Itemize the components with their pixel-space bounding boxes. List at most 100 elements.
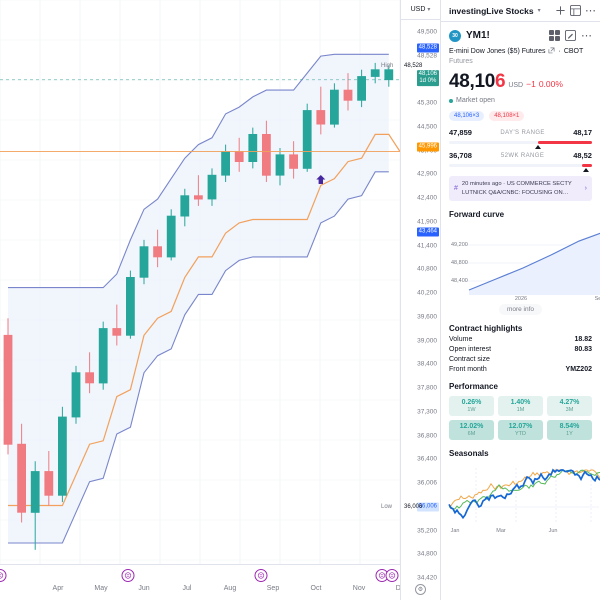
time-axis[interactable]: Apr May Jun Jul Aug Sep Oct Nov Dec <box>0 564 400 600</box>
symbol-ticker[interactable]: YM1! <box>466 30 490 41</box>
forward-ytick: 49,200 <box>451 242 468 249</box>
performance-value: 12.07% <box>508 423 533 431</box>
gear-icon: ⚙ <box>415 583 426 595</box>
time-tick: Sep <box>266 585 280 592</box>
market-status-row: Market open <box>441 93 600 104</box>
price-label-lblue[interactable]: 36,006 <box>416 502 439 512</box>
range-fill <box>537 141 592 144</box>
seasonals-chart[interactable]: Jan Mar Jun <box>441 462 600 534</box>
time-tick: Jul <box>182 585 192 592</box>
symbol-description: E-mini Dow Jones ($5) Futures <box>449 48 546 55</box>
highlight-row: Open interest 80.83 <box>441 343 600 353</box>
performance-value: 12.02% <box>459 423 484 431</box>
separator: · <box>558 48 561 55</box>
price-tick: 45,300 <box>417 99 437 107</box>
highlight-row: Volume 18.82 <box>441 333 600 343</box>
symbol-more-icon[interactable]: ⋯ <box>581 30 592 42</box>
performance-cell[interactable]: 12.07% YTD <box>498 420 543 441</box>
price-label-blue[interactable]: 43,464 <box>416 227 439 237</box>
performance-period: 1M <box>516 407 525 414</box>
market-status-label: Market open <box>456 97 495 104</box>
status-dot-icon <box>449 98 453 103</box>
symbol-logo: 30 <box>449 29 461 42</box>
quote-price-row: 48,106 USD −1 0.00% <box>441 65 600 93</box>
time-tick: May <box>94 585 108 592</box>
performance-cell[interactable]: 8.54% 1Y <box>547 420 592 441</box>
range-bar <box>449 141 592 149</box>
highlight-row: Contract size <box>441 353 600 363</box>
earnings-marker[interactable] <box>254 569 268 582</box>
highlight-value: 18.82 <box>574 336 592 344</box>
more-options-icon[interactable]: ⋯ <box>585 5 596 17</box>
price-change-pct: 0.00% <box>538 79 563 89</box>
range-label: 52WK RANGE <box>500 152 545 159</box>
forward-xtick: 2026 <box>514 296 528 303</box>
news-banner[interactable]: # 20 minutes ago · US COMMERCE SECTY LUT… <box>449 176 592 202</box>
price-tick: 36,400 <box>417 455 437 463</box>
add-symbol-icon[interactable] <box>555 5 566 16</box>
performance-period: 1Y <box>566 431 573 438</box>
range-marker <box>583 168 590 172</box>
currency-selector[interactable]: USD ▾ <box>401 0 440 20</box>
price-tick: 34,800 <box>417 550 437 558</box>
candlestick-canvas[interactable] <box>0 0 400 600</box>
price-tick: 39,000 <box>417 337 437 345</box>
range-block: 47,859 DAY'S RANGE 48,17 <box>441 121 600 149</box>
ranges-host: 47,859 DAY'S RANGE 48,17 36,708 52WK RANGE 48… <box>441 121 600 172</box>
seasonal-xtick: Jan <box>450 528 460 535</box>
highlight-value: YMZ202 <box>565 366 592 374</box>
performance-value: 4.27% <box>559 399 580 407</box>
symbol-row: 30 YM1! ⋯ <box>441 22 600 44</box>
price-label-blue[interactable]: 48,528 <box>416 43 439 53</box>
performance-period: 1W <box>467 407 476 414</box>
price-label-teal[interactable]: 48,106 1d 0% <box>416 70 439 86</box>
time-tick: Aug <box>223 585 237 592</box>
price-chart[interactable]: Apr May Jun Jul Aug Sep Oct Nov Dec <box>0 0 400 600</box>
price-tick: 40,800 <box>417 265 437 273</box>
price-label-orange[interactable]: 45,996 <box>416 142 439 152</box>
performance-cell[interactable]: 0.26% 1W <box>449 396 494 417</box>
earnings-marker[interactable] <box>375 569 389 582</box>
external-link-icon[interactable] <box>548 47 555 56</box>
symbol-type: Futures <box>449 58 473 65</box>
news-icon: # <box>454 185 458 193</box>
price-tick: 34,420 <box>417 574 437 582</box>
performance-cell[interactable]: 1.40% 1M <box>498 396 543 417</box>
performance-cell[interactable]: 12.02% 6M <box>449 420 494 441</box>
symbol-info-panel[interactable]: investingLive Stocks ▾ ⋯ 30 YM1! ⋯ <box>440 0 600 600</box>
range-high: 48,52 <box>573 151 592 160</box>
highlight-value: 80.83 <box>574 346 592 354</box>
bid-pill[interactable]: 48,106×3 <box>449 111 485 121</box>
grid-view-icon[interactable] <box>549 30 560 41</box>
chevron-down-icon[interactable]: ▾ <box>537 8 541 14</box>
more-info-button[interactable]: more info <box>441 304 600 316</box>
price-tick: 38,400 <box>417 360 437 368</box>
last-price: 48,106 <box>449 71 506 92</box>
earnings-marker[interactable] <box>0 569 7 582</box>
edit-icon[interactable] <box>565 30 576 41</box>
forward-curve-chart[interactable]: 49,200 48,800 48,400 2026 Se <box>441 223 600 303</box>
performance-value: 1.40% <box>510 399 531 407</box>
contract-highlights-list: Volume 18.82 Open interest 80.83 Contract si… <box>441 333 600 373</box>
time-tick: Nov <box>352 585 366 592</box>
forward-xtick: Se <box>594 296 600 303</box>
axis-tag-value: 36,006 <box>404 504 423 510</box>
watchlist-title: investingLive Stocks <box>449 5 534 16</box>
performance-cell[interactable]: 4.27% 3M <box>547 396 592 417</box>
price-axis[interactable]: USD ▾ 49,50048,52846,90045,30044,50043,7… <box>400 0 440 600</box>
highlight-key: Open interest <box>449 346 492 354</box>
seasonal-xtick: Jun <box>548 528 558 535</box>
axis-settings-button[interactable]: ⚙ <box>401 580 440 598</box>
layout-grid-icon[interactable] <box>570 5 581 16</box>
price-tick: 42,900 <box>417 170 437 178</box>
ask-pill[interactable]: 48,108×1 <box>489 111 525 121</box>
price-tick: 42,400 <box>417 194 437 202</box>
chevron-right-icon[interactable]: › <box>584 185 587 193</box>
price-change: −1 <box>526 79 536 89</box>
earnings-marker[interactable] <box>385 569 399 582</box>
price-tick: 37,800 <box>417 384 437 392</box>
range-low: 47,859 <box>449 128 472 137</box>
performance-period: YTD <box>515 431 526 438</box>
earnings-marker[interactable] <box>121 569 135 582</box>
